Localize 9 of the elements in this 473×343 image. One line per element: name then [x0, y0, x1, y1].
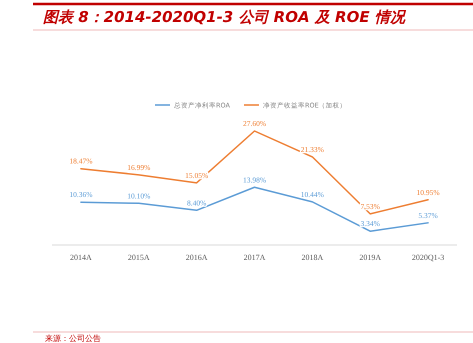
x-tick-label: 2015A [128, 253, 150, 262]
x-tick-label: 2018A [301, 253, 324, 262]
x-tick-label: 2017A [244, 253, 266, 262]
x-tick-label: 2014A [70, 253, 92, 262]
source-note: 来源：公司公告 [45, 334, 101, 343]
x-tick-label: 2020Q1-3 [412, 253, 444, 262]
chart-title: 图表 8：2014-2020Q1-3 公司 ROA 及 ROE 情况 [43, 8, 407, 26]
x-tick-label: 2019A [359, 253, 382, 262]
x-tick-label: 2016A [186, 253, 208, 262]
